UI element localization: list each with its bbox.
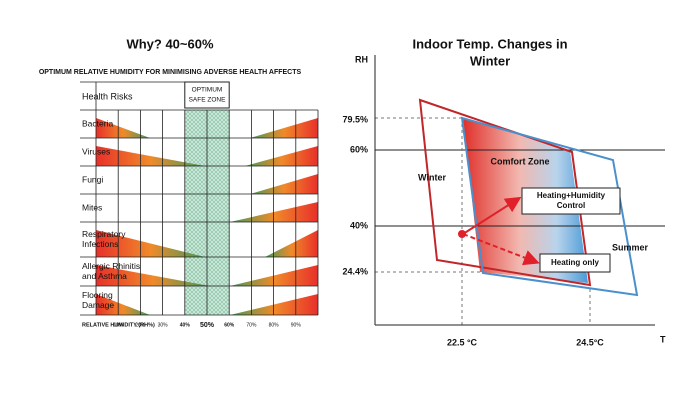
temp-label: 24.5°C xyxy=(576,337,604,347)
left-title: Why? 40~60% xyxy=(126,36,214,51)
risk-wedge xyxy=(245,146,318,166)
x-axis-label: T xyxy=(660,334,666,344)
tick-label: 30% xyxy=(158,322,169,328)
tick-label: 20% xyxy=(135,322,146,328)
risk-label: and Asthma xyxy=(82,271,127,281)
zone-label: SAFE ZONE xyxy=(189,97,227,104)
tick-label: 40% xyxy=(180,322,191,328)
arrow xyxy=(462,233,540,266)
right-title: Winter xyxy=(470,53,510,68)
header-label: Health Risks xyxy=(82,91,133,101)
arrow xyxy=(462,196,522,235)
risk-label: Respiratory xyxy=(82,229,126,239)
rh-label: 79.5% xyxy=(342,114,368,124)
summer-label: Summer xyxy=(612,242,649,252)
risk-label: Mites xyxy=(82,202,102,212)
right-title: Indoor Temp. Changes in xyxy=(412,36,567,51)
temp-label: 22.5 °C xyxy=(447,337,478,347)
risk-label: Flooring xyxy=(82,290,113,300)
comfort-label: Comfort Zone xyxy=(491,156,550,166)
label-box xyxy=(521,187,621,215)
rh-label: 40% xyxy=(350,220,368,230)
action-label: Heating only xyxy=(551,258,600,267)
action-label: Heating+Humidity xyxy=(537,191,606,200)
y-axis-label: RH xyxy=(355,54,368,64)
risk-wedge xyxy=(96,294,150,315)
risk-wedge xyxy=(250,174,318,194)
risk-wedge xyxy=(265,230,318,257)
tick-label: 60% xyxy=(224,322,235,328)
risk-wedge xyxy=(96,265,210,286)
label-box xyxy=(539,253,611,273)
summer-zone xyxy=(460,116,639,297)
risk-wedge xyxy=(96,146,205,166)
rh-label: 24.4% xyxy=(342,266,368,276)
risk-label: Allergic Rhinitis xyxy=(82,261,140,271)
risk-label: Fungi xyxy=(82,174,103,184)
left-subtitle: OPTIMUM RELATIVE HUMIDITY FOR MINIMISING… xyxy=(39,69,302,76)
tick-label: 70% xyxy=(246,322,257,328)
tick-label: 90% xyxy=(291,322,302,328)
axis-label: RELATIVE HUMIDITY (RH%) xyxy=(82,322,155,328)
action-label: Control xyxy=(557,201,585,210)
zone-label: OPTIMUM xyxy=(192,87,223,94)
winter-label: Winter xyxy=(418,172,446,182)
temp-diagram: Indoor Temp. Changes in Winter RH T 79.5… xyxy=(342,36,666,347)
rh-label: 60% xyxy=(350,144,368,154)
start-point xyxy=(458,230,466,238)
tick-label: 50% xyxy=(200,322,215,329)
risk-wedge xyxy=(96,118,150,138)
risk-wedge xyxy=(96,230,205,257)
risk-wedge xyxy=(250,118,318,138)
tick-label: 10% xyxy=(113,322,124,328)
zone-header xyxy=(184,81,230,109)
risk-label: Damage xyxy=(82,300,114,310)
risk-label: Infections xyxy=(82,239,118,249)
tick-label: 80% xyxy=(269,322,280,328)
risk-label: Bacteria xyxy=(82,118,113,128)
